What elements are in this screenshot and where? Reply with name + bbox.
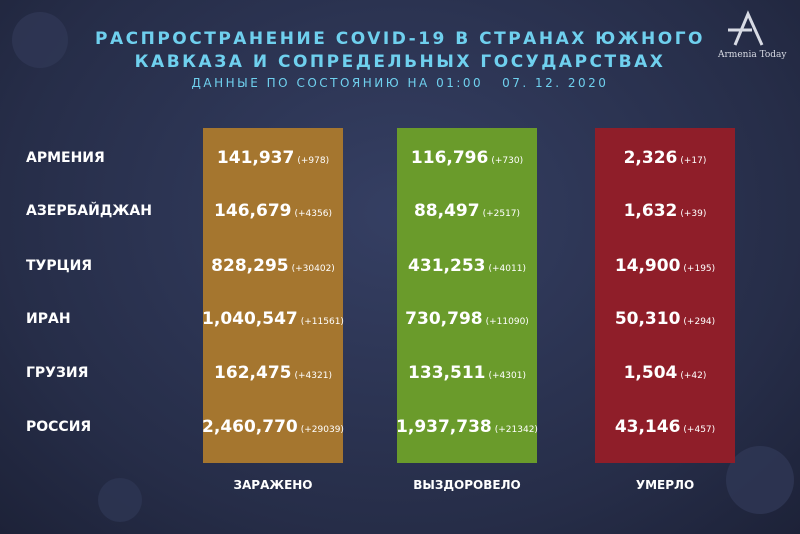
- stat-delta: (+11561): [300, 317, 344, 327]
- stat-value: 116,796: [410, 148, 489, 168]
- stat-value: 146,679: [214, 201, 292, 221]
- country-name: РОССИЯ: [26, 419, 92, 435]
- stat-value: 1,632: [623, 201, 678, 221]
- recovered-column: [397, 128, 537, 463]
- stat-delta: (+730): [491, 156, 524, 166]
- country-name: АЗЕРБАЙДЖАН: [26, 203, 152, 219]
- country-name: ГРУЗИЯ: [26, 365, 89, 381]
- stat-value: 88,497: [413, 201, 480, 221]
- stat-value: 50,310: [614, 309, 681, 329]
- column-label: ВЫЗДОРОВЕЛО: [413, 478, 521, 492]
- stat-delta: (+294): [683, 317, 716, 327]
- column-label: ЗАРАЖЕНО: [233, 478, 313, 492]
- stat-value: 1,937,738: [396, 417, 492, 437]
- stat-cell: 141,937 (+978): [188, 148, 358, 168]
- stat-delta: (+4011): [488, 264, 526, 274]
- subtitle: ДАННЫЕ ПО СОСТОЯНИЮ НА 01:00 07. 12. 202…: [191, 76, 609, 90]
- stat-delta: (+39): [680, 209, 707, 219]
- stat-cell: 1,937,738 (+21342): [382, 417, 552, 437]
- stat-cell: 1,504 (+42): [580, 363, 750, 383]
- stat-delta: (+457): [683, 425, 716, 435]
- stat-cell: 146,679 (+4356): [188, 201, 358, 221]
- stat-value: 141,937: [216, 148, 295, 168]
- stat-value: 828,295: [211, 256, 289, 276]
- title-line: КАВКАЗА И СОПРЕДЕЛЬНЫХ ГОСУДАРСТВАХ: [134, 52, 666, 72]
- stat-cell: 1,040,547 (+11561): [188, 309, 358, 329]
- stat-cell: 431,253 (+4011): [382, 256, 552, 276]
- stat-cell: 2,326 (+17): [580, 148, 750, 168]
- stat-cell: 162,475 (+4321): [188, 363, 358, 383]
- stat-delta: (+4356): [294, 209, 332, 219]
- stat-value: 730,798: [405, 309, 483, 329]
- stat-value: 162,475: [214, 363, 292, 383]
- stat-delta: (+21342): [494, 425, 538, 435]
- stat-cell: 50,310 (+294): [580, 309, 750, 329]
- stat-cell: 88,497 (+2517): [382, 201, 552, 221]
- country-name: ИРАН: [26, 311, 71, 327]
- stat-value: 431,253: [408, 256, 486, 276]
- stat-cell: 116,796 (+730): [382, 148, 552, 168]
- stat-delta: (+978): [297, 156, 330, 166]
- stat-delta: (+30402): [291, 264, 335, 274]
- country-name: ТУРЦИЯ: [26, 258, 93, 274]
- stat-value: 133,511: [408, 363, 486, 383]
- stat-cell: 1,632 (+39): [580, 201, 750, 221]
- stat-delta: (+42): [680, 371, 707, 381]
- stat-cell: 828,295 (+30402): [188, 256, 358, 276]
- stat-delta: (+4321): [294, 371, 332, 381]
- stat-cell: 133,511 (+4301): [382, 363, 552, 383]
- column-label: УМЕРЛО: [635, 478, 695, 492]
- country-name: АРМЕНИЯ: [26, 150, 105, 166]
- stat-delta: (+4301): [488, 371, 526, 381]
- stat-value: 2,326: [623, 148, 678, 168]
- stat-cell: 14,900 (+195): [580, 256, 750, 276]
- stat-value: 2,460,770: [202, 417, 298, 437]
- stat-value: 1,040,547: [202, 309, 298, 329]
- stat-value: 14,900: [614, 256, 681, 276]
- stat-cell: 43,146 (+457): [580, 417, 750, 437]
- stat-delta: (+11090): [485, 317, 529, 327]
- stat-cell: 730,798 (+11090): [382, 309, 552, 329]
- stat-cell: 2,460,770 (+29039): [188, 417, 358, 437]
- stat-delta: (+29039): [300, 425, 344, 435]
- stat-value: 1,504: [623, 363, 678, 383]
- stat-delta: (+195): [683, 264, 716, 274]
- stat-delta: (+2517): [482, 209, 521, 219]
- infected-column: [203, 128, 343, 463]
- logo: Armenia Today: [718, 50, 787, 60]
- title-line: РАСПРОСТРАНЕНИЕ COVID-19 В СТРАНАХ ЮЖНОГ…: [95, 29, 705, 49]
- stat-delta: (+17): [680, 156, 707, 166]
- stat-value: 43,146: [614, 417, 681, 437]
- deaths-column: [595, 128, 735, 463]
